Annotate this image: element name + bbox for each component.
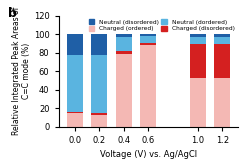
Y-axis label: Relative Integrated Peak Areas of
C=C mode (%): Relative Integrated Peak Areas of C=C mo… <box>11 7 31 135</box>
Bar <box>141 34 156 36</box>
Bar <box>190 44 206 78</box>
Bar <box>141 36 156 43</box>
Bar <box>91 115 107 127</box>
Bar <box>91 55 107 113</box>
Bar <box>214 37 230 44</box>
Bar <box>67 112 83 113</box>
Bar <box>116 34 132 37</box>
Text: b: b <box>8 7 17 20</box>
Bar <box>214 34 230 37</box>
Bar <box>116 37 132 51</box>
Bar <box>190 34 206 37</box>
Bar <box>91 113 107 115</box>
Bar <box>67 55 83 112</box>
Bar <box>141 43 156 45</box>
Bar <box>116 51 132 54</box>
Bar <box>116 54 132 127</box>
Bar <box>67 34 83 55</box>
Bar <box>190 78 206 127</box>
Legend: Neutral (disordered), Charged (ordered), Neutral (dordered), Charged (disordered: Neutral (disordered), Charged (ordered),… <box>88 19 235 32</box>
Bar <box>214 44 230 78</box>
Bar <box>141 45 156 127</box>
X-axis label: Voltage (V) vs. Ag/AgCl: Voltage (V) vs. Ag/AgCl <box>100 150 197 159</box>
Bar <box>214 78 230 127</box>
Bar <box>67 113 83 127</box>
Bar <box>91 34 107 55</box>
Bar <box>190 37 206 44</box>
